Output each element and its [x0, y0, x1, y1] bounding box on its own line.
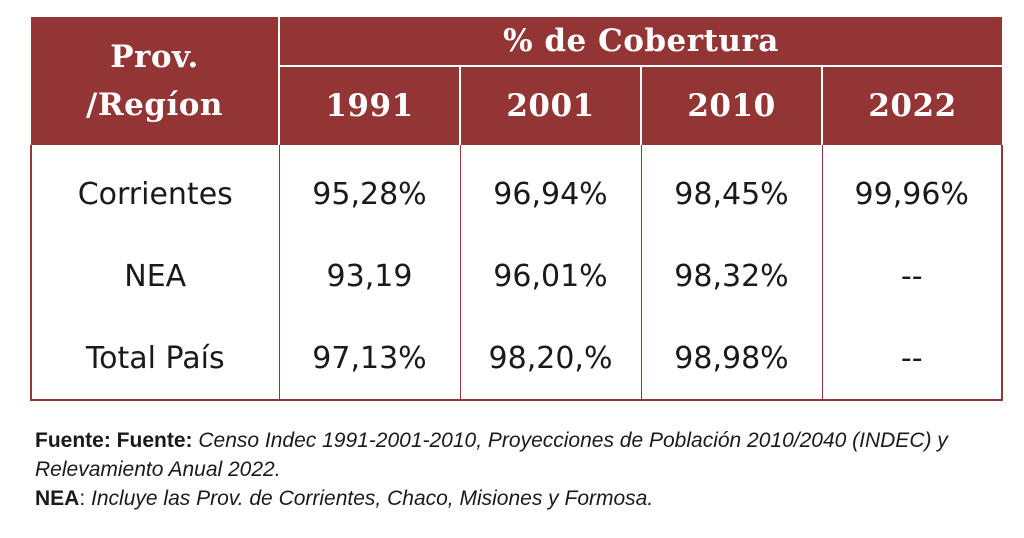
value-cell: 95,28%	[279, 145, 461, 235]
value-cell: --	[822, 235, 1003, 317]
year-header-2022: 2022	[822, 66, 1002, 145]
value-cell: 93,19	[279, 235, 461, 317]
nea-text: Incluye las Prov. de Corrientes, Chaco, …	[91, 487, 654, 510]
source-note: Fuente: Fuente: Censo Indec 1991-2001-20…	[35, 426, 995, 484]
table-row: Total País 97,13% 98,20,% 98,98% --	[30, 317, 1003, 401]
source-label: Fuente: Fuente:	[35, 429, 193, 452]
table-row: Corrientes 95,28% 96,94% 98,45% 99,96%	[30, 145, 1003, 235]
value-cell: 98,20,%	[460, 317, 642, 401]
value-cell: 97,13%	[279, 317, 461, 401]
value-cell: 98,32%	[641, 235, 823, 317]
region-cell: Total País	[30, 317, 280, 401]
nea-label: NEA	[35, 487, 80, 510]
nea-separator: :	[79, 487, 86, 510]
region-column-header: Prov. /Regíon	[31, 17, 280, 145]
value-cell: 98,45%	[641, 145, 823, 235]
year-header-2010: 2010	[641, 66, 823, 145]
year-header-1991: 1991	[279, 66, 461, 145]
nea-note: NEA: Incluye las Prov. de Corrientes, Ch…	[35, 484, 995, 513]
coverage-group-header: % de Cobertura	[279, 17, 1002, 67]
source-notes: Fuente: Fuente: Censo Indec 1991-2001-20…	[35, 426, 995, 513]
value-cell: 96,94%	[460, 145, 642, 235]
year-header-2001: 2001	[460, 66, 642, 145]
coverage-table: Prov. /Regíon % de Cobertura 1991 2001 2…	[30, 17, 1003, 401]
region-cell: Corrientes	[30, 145, 280, 235]
region-header-line1: Prov.	[110, 39, 199, 75]
value-cell: 99,96%	[822, 145, 1003, 235]
value-cell: 96,01%	[460, 235, 642, 317]
value-cell: --	[822, 317, 1003, 401]
region-cell: NEA	[30, 235, 280, 317]
value-cell: 98,98%	[641, 317, 823, 401]
region-header-line2: /Regíon	[86, 87, 223, 123]
table-row: NEA 93,19 96,01% 98,32% --	[30, 235, 1003, 317]
source-text: Censo Indec 1991-2001-2010, Proyecciones…	[35, 429, 948, 481]
